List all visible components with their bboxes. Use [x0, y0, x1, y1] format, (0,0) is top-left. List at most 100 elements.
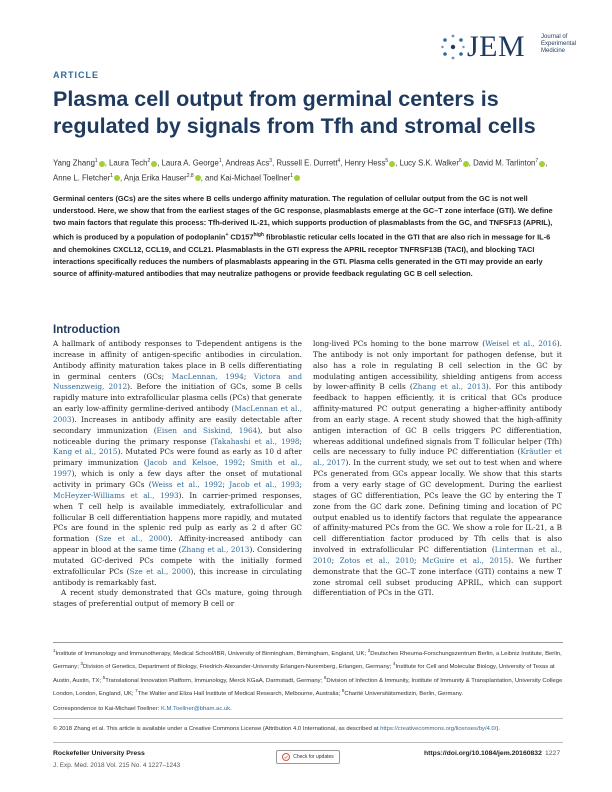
orcid-icon[interactable] — [294, 175, 301, 182]
citation-link[interactable]: Zhang et al., 2013 — [181, 545, 250, 555]
affiliation-number: 5 — [102, 674, 106, 680]
paragraph-text: ). Affinity-increased antibody can appea… — [53, 534, 302, 555]
citation-link[interactable]: MacLennan et al., 2003 — [53, 404, 302, 424]
correspondence-prefix: Correspondence to Kai-Michael Toellner: — [53, 706, 161, 712]
citation-link[interactable]: MacLennan, 1994 — [171, 371, 244, 381]
abstract: Germinal centers (GCs) are the sites whe… — [53, 193, 563, 280]
author-name: Yang Zhang — [53, 158, 95, 168]
author-affiliation-mark: 1 — [290, 172, 294, 179]
author-affiliation-mark: 2,8 — [186, 172, 194, 179]
check-for-updates-icon — [282, 753, 291, 761]
affiliation-number: 8 — [341, 687, 345, 693]
citation-link[interactable]: Sze et al., 2000 — [129, 566, 191, 576]
citation-link[interactable]: Sze et al., 2000 — [98, 534, 168, 544]
citation-link[interactable]: Weisel et al., 2016 — [485, 339, 557, 348]
jem-logo: JEM Journal of Experimental Medicine — [441, 30, 581, 64]
affiliation-number: 7 — [135, 687, 138, 693]
affiliation-number: 6 — [323, 674, 327, 680]
abstract-sup-high: high — [253, 232, 264, 239]
correspondence-email-link[interactable]: K.M.Toellner@bham.ac.uk — [160, 706, 231, 712]
author-list: Yang Zhang1, Laura Tech2, Laura A. Georg… — [53, 158, 548, 183]
check-for-updates-button[interactable]: Check for updates — [276, 750, 340, 764]
license-divider-top — [53, 718, 563, 719]
correspondence-suffix: . — [230, 706, 232, 712]
paragraph-text: ), this increase in circulating antibody… — [53, 566, 303, 587]
jem-logo-icon — [441, 34, 465, 60]
author-name: Kai-Michael Toellner — [220, 173, 291, 183]
paragraph-text: ), which is only a few days after the on… — [53, 469, 302, 489]
author-affiliation-mark: 7 — [535, 158, 539, 164]
paragraph-text: ). Increases in antibody affinity are ea… — [53, 414, 302, 435]
paragraph-text: ). We further demonstrate that the GC–T … — [313, 555, 562, 598]
doi-link[interactable]: https://doi.org/10.1084/jem.20160832 — [424, 750, 542, 757]
license-divider-bottom — [53, 742, 563, 743]
citation-link[interactable]: Linterman et al., 2010 — [313, 545, 562, 565]
affiliation-text: Deutsches Rheuma-Forschungszentrum Berli… — [53, 650, 562, 671]
article-title: Plasma cell output from germinal centers… — [53, 87, 536, 138]
author-name: Laura Tech — [109, 158, 148, 168]
paragraph-text: ; — [243, 371, 254, 381]
body-column-left: A hallmark of antibody responses to T-de… — [53, 339, 302, 610]
citation-link[interactable]: McHeyzer-Williams et al., 1993 — [53, 490, 179, 500]
license-url-link[interactable]: https://creativecommons.org/licenses/by/… — [380, 726, 497, 732]
author-name: Russell E. Durrett — [276, 158, 338, 168]
section-heading-introduction: Introduction — [53, 324, 121, 336]
author-name: Andreas Acs — [225, 158, 270, 168]
paragraph-text: ; — [414, 555, 423, 565]
abstract-sup-plus: + — [225, 232, 229, 239]
affiliation-text: Division of Genetics, Department of Biol… — [83, 664, 393, 671]
citation-link[interactable]: Victora and Nussenzweig, 2012 — [53, 371, 303, 392]
author-affiliation-mark: 4 — [337, 158, 341, 164]
citation-link[interactable]: McGuire et al., 2015 — [422, 555, 509, 565]
orcid-icon[interactable] — [114, 175, 120, 182]
citation-link[interactable]: Eisen and Siskind, 1964 — [156, 425, 258, 435]
orcid-icon[interactable] — [462, 160, 469, 167]
author-affiliation-mark: 3 — [269, 158, 273, 164]
citation-link[interactable]: Zhang et al., 2013 — [412, 382, 486, 392]
paragraph-text: ). The antibody is not only important fo… — [313, 339, 562, 392]
paragraph-text: ). Before the initiation of GCs, some B … — [53, 382, 302, 414]
orcid-icon[interactable] — [539, 160, 546, 167]
citation-link[interactable]: Kang et al., 2015 — [53, 447, 118, 457]
publisher-name: Rockefeller University Press — [53, 750, 145, 757]
citation-link[interactable]: Kräutler et al., 2017 — [313, 447, 562, 468]
orcid-icon[interactable] — [389, 160, 396, 167]
footnote-divider — [53, 642, 563, 643]
paragraph-text: ; — [331, 555, 340, 565]
affiliation-number: 1 — [53, 648, 56, 653]
orcid-icon[interactable] — [151, 160, 158, 167]
paragraph-text: ). Considering mutated GC-derived PCs co… — [53, 545, 303, 576]
affiliation-number: 3 — [80, 661, 84, 667]
paragraph-text: ), but also noticeable during the primar… — [53, 425, 302, 446]
paragraph-text: ). In the current study, we set out to t… — [313, 458, 562, 555]
page-number: 1227 — [545, 750, 561, 757]
abstract-part-3: fibroblastic reticular cells located in … — [53, 232, 551, 279]
orcid-icon[interactable] — [194, 175, 201, 182]
affiliations: 1Institute of Immunology and Immunothera… — [53, 646, 563, 699]
paragraph-text: ; — [242, 458, 251, 468]
jem-logo-tagline: Journal of Experimental Medicine — [541, 34, 577, 54]
orcid-icon[interactable] — [98, 160, 105, 167]
author-affiliation-mark: 1 — [218, 158, 222, 164]
author-affiliation-mark: 1 — [94, 158, 98, 164]
citation-link[interactable]: Takahashi et al., 1998 — [213, 436, 300, 446]
author-affiliation-mark: 5 — [385, 158, 389, 164]
paragraph-text: ). In carrier-primed responses, when T c… — [53, 490, 302, 544]
author-affiliation-mark: 6 — [459, 158, 462, 164]
check-for-updates-label: Check for updates — [293, 754, 334, 760]
intro-paragraph-2: A recent study demonstrated that GCs mat… — [53, 588, 302, 609]
citation-link[interactable]: Jacob and Kelsoe, 1992 — [146, 458, 243, 468]
paragraph-text: long-lived PCs homing to the bone marrow… — [313, 339, 486, 348]
paragraph-text: A hallmark of antibody responses to T-de… — [53, 339, 302, 381]
paragraph-text: ; — [222, 479, 230, 489]
license-end: ). — [496, 726, 500, 732]
citation-link[interactable]: Jacob et al., 1993 — [229, 479, 300, 489]
citation-link[interactable]: Zotos et al., 2010 — [339, 555, 414, 565]
citation-link[interactable]: Weiss et al., 1992 — [151, 479, 223, 489]
author-name: Laura A. George — [161, 158, 219, 168]
affiliation-text: Institute of Immunology and Immunotherap… — [55, 650, 368, 657]
affiliation-text: Translational Innovation Platform, Immun… — [105, 677, 324, 684]
intro-paragraph-3: long-lived PCs homing to the bone marrow… — [313, 339, 562, 599]
citation-link[interactable]: Smith et al., 1997 — [53, 458, 303, 479]
body-column-right: long-lived PCs homing to the bone marrow… — [313, 339, 562, 599]
